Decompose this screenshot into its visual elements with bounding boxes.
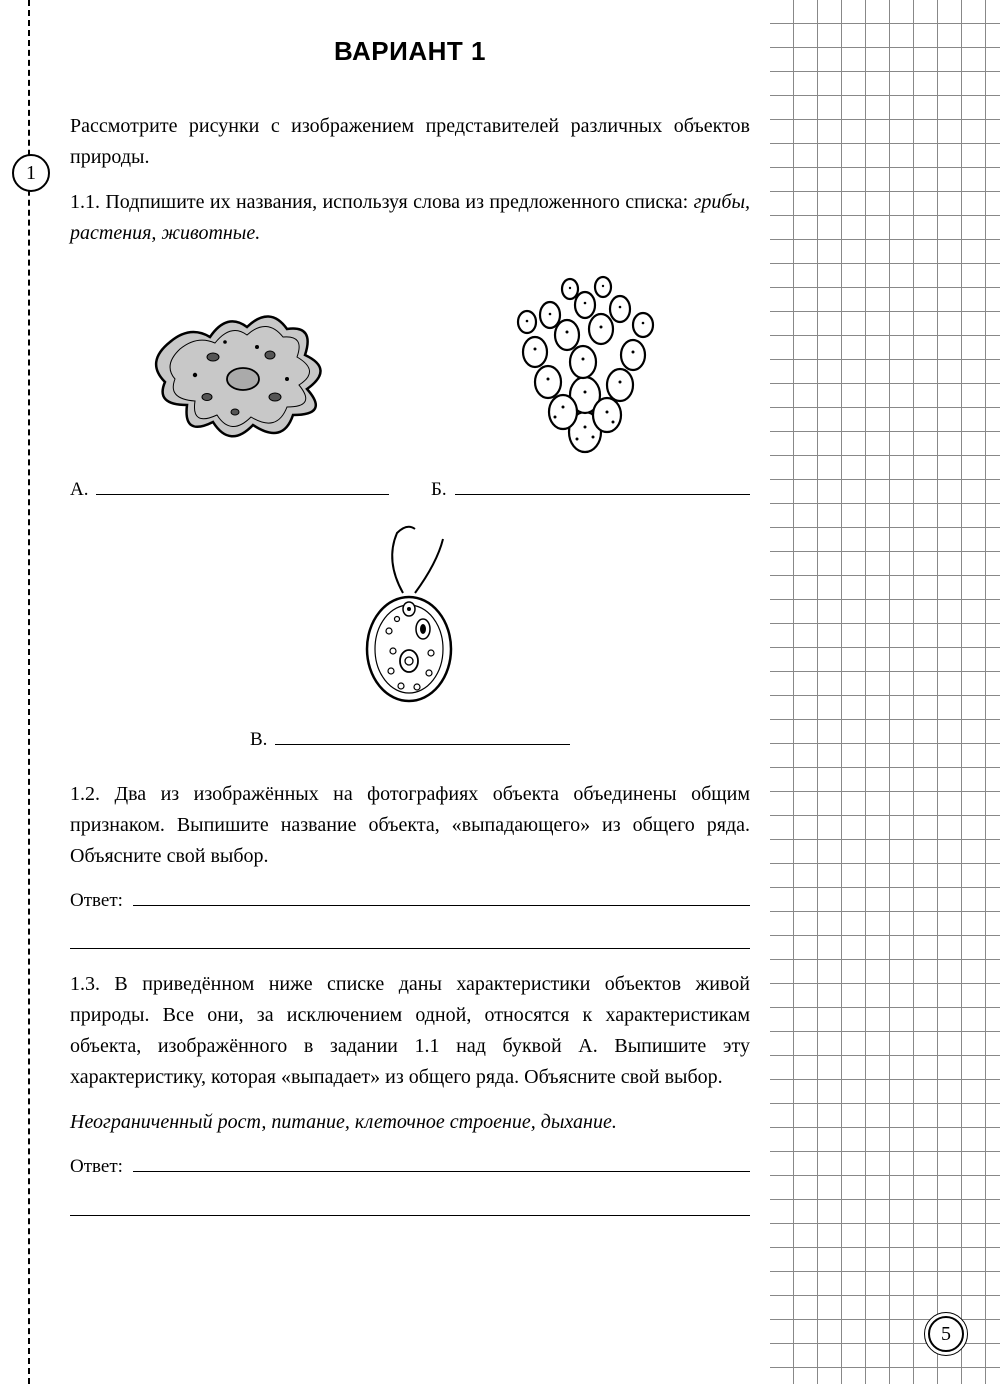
answer-blank-2b[interactable] bbox=[70, 1198, 750, 1216]
illustration-row-2: В. bbox=[70, 521, 750, 751]
amoeba-icon bbox=[135, 287, 355, 457]
q1-3-answer: Ответ: bbox=[70, 1152, 750, 1216]
label-a-text: А. bbox=[70, 479, 88, 501]
label-v-text: В. bbox=[250, 729, 267, 751]
content-area: 1 ВАРИАНТ 1 Рассмотрите рисунки с изобра… bbox=[70, 36, 750, 1236]
q1-1-text: 1.1. Подпишите их названия, используя сл… bbox=[70, 187, 750, 249]
illustration-row-1 bbox=[70, 267, 750, 457]
answer-blank-2a[interactable] bbox=[133, 1152, 750, 1172]
answer-blank-1a[interactable] bbox=[133, 886, 750, 906]
label-b-line[interactable]: Б. bbox=[431, 475, 750, 501]
q1-2-answer: Ответ: bbox=[70, 886, 750, 950]
worksheet-page: 1 ВАРИАНТ 1 Рассмотрите рисунки с изобра… bbox=[0, 0, 1000, 1384]
label-row-ab: А. Б. bbox=[70, 465, 750, 501]
blank-b[interactable] bbox=[455, 475, 750, 495]
graph-paper-margin bbox=[770, 0, 1000, 1384]
page-number-text: 5 bbox=[941, 1323, 951, 1346]
answer-blank-1b[interactable] bbox=[70, 932, 750, 950]
q1-intro-text: Рассмотрите рисунки с изображением предс… bbox=[70, 111, 750, 173]
answer-line-1[interactable]: Ответ: bbox=[70, 886, 750, 912]
label-v-line[interactable]: В. bbox=[250, 725, 570, 751]
q1-1-prompt: 1.1. Подпишите их названия, используя сл… bbox=[70, 191, 694, 213]
q1-2-text: 1.2. Два из изображённых на фотографиях … bbox=[70, 779, 750, 872]
answer-label-2: Ответ: bbox=[70, 1156, 123, 1178]
answer-label-1: Ответ: bbox=[70, 890, 123, 912]
page-title: ВАРИАНТ 1 bbox=[70, 36, 750, 67]
chlamydomonas-icon bbox=[345, 521, 475, 711]
blank-v[interactable] bbox=[275, 725, 570, 745]
q1-3-wordlist: Неограниченный рост, питание, клеточное … bbox=[70, 1107, 750, 1138]
answer-line-2[interactable]: Ответ: bbox=[70, 1152, 750, 1178]
cactus-cell bbox=[485, 267, 685, 457]
left-margin-dashed bbox=[28, 0, 30, 1384]
page-number-badge: 5 bbox=[924, 1312, 968, 1356]
label-a-line[interactable]: А. bbox=[70, 475, 389, 501]
label-b-text: Б. bbox=[431, 479, 447, 501]
cactus-icon bbox=[485, 267, 685, 457]
question-number-badge: 1 bbox=[12, 154, 50, 192]
amoeba-cell bbox=[135, 287, 355, 457]
blank-a[interactable] bbox=[96, 475, 389, 495]
q1-3-text: 1.3. В приведённом ниже списке даны хара… bbox=[70, 969, 750, 1093]
question-number-text: 1 bbox=[26, 162, 36, 184]
